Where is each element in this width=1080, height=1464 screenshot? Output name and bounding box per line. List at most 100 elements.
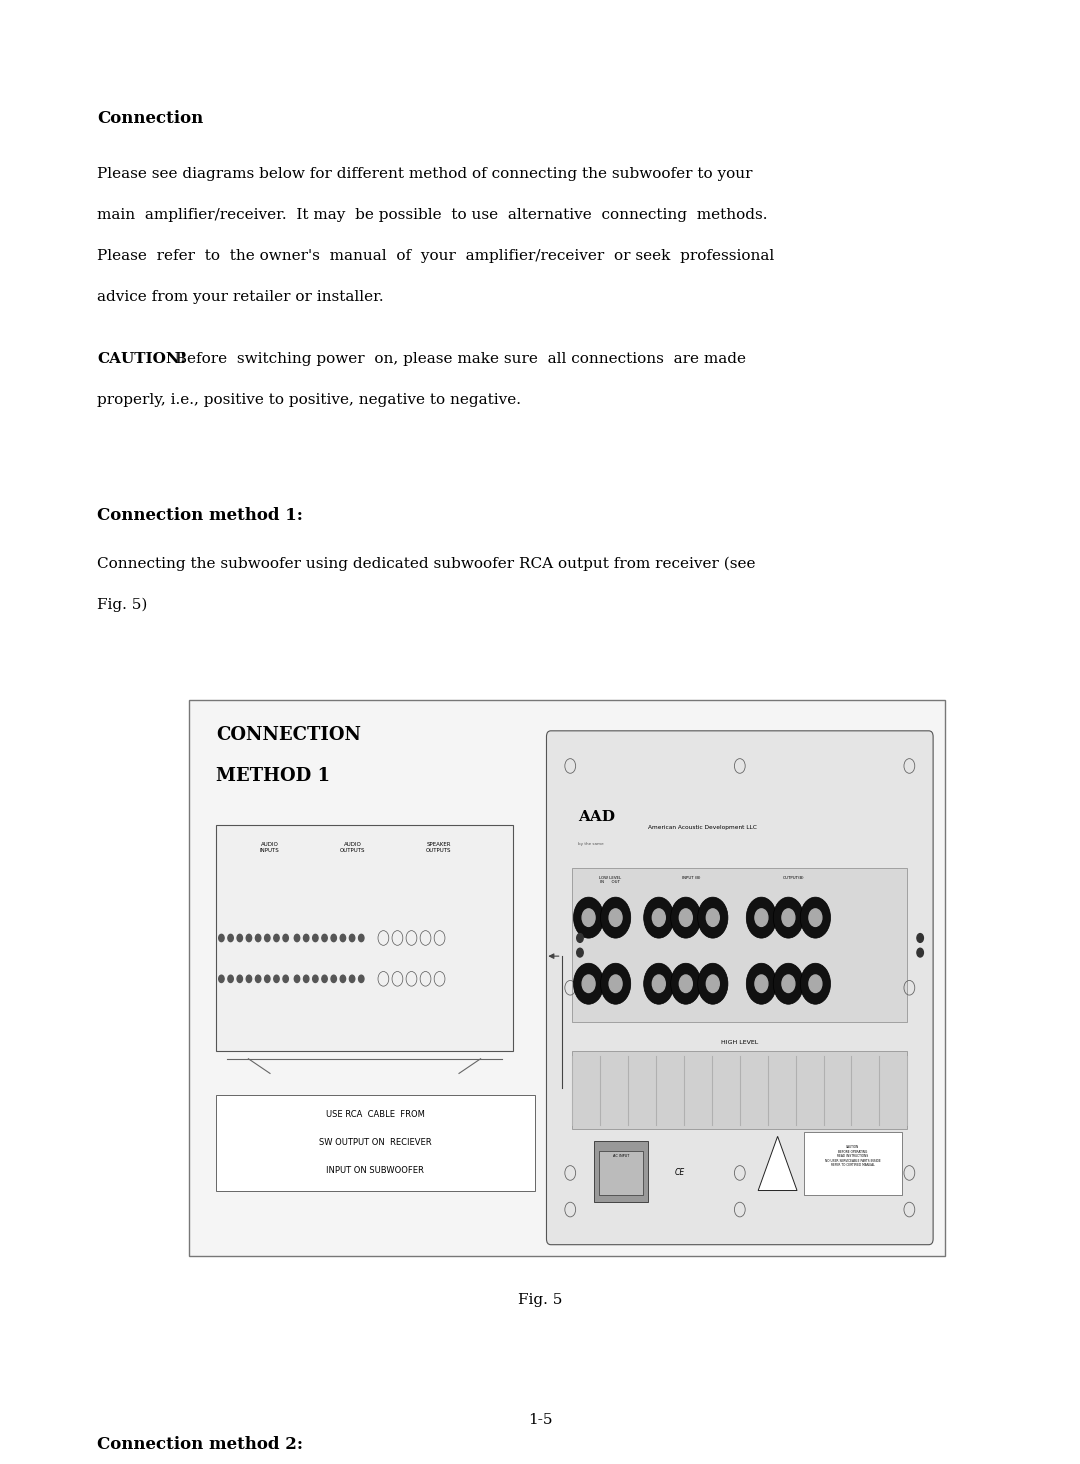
- Circle shape: [228, 934, 233, 941]
- Text: main  amplifier/receiver.  It may  be possible  to use  alternative  connecting : main amplifier/receiver. It may be possi…: [97, 208, 768, 223]
- Circle shape: [698, 897, 728, 938]
- Circle shape: [359, 975, 364, 982]
- Circle shape: [349, 975, 354, 982]
- Text: AAD: AAD: [578, 810, 615, 824]
- Circle shape: [679, 909, 692, 927]
- Circle shape: [644, 897, 674, 938]
- Text: AC INPUT: AC INPUT: [612, 1154, 630, 1158]
- Circle shape: [256, 934, 261, 941]
- Circle shape: [349, 934, 354, 941]
- Polygon shape: [758, 1136, 797, 1190]
- Circle shape: [671, 963, 701, 1004]
- Text: !: !: [775, 1161, 780, 1171]
- Circle shape: [313, 975, 318, 982]
- FancyBboxPatch shape: [594, 1140, 648, 1202]
- Circle shape: [303, 934, 309, 941]
- Circle shape: [265, 975, 270, 982]
- Circle shape: [782, 975, 795, 993]
- Text: HIGH LEVEL: HIGH LEVEL: [721, 1039, 758, 1045]
- Text: AUDIO
OUTPUTS: AUDIO OUTPUTS: [340, 842, 365, 854]
- Circle shape: [237, 934, 242, 941]
- Circle shape: [573, 963, 604, 1004]
- Text: Please see diagrams below for different method of connecting the subwoofer to yo: Please see diagrams below for different …: [97, 167, 753, 182]
- Circle shape: [283, 934, 288, 941]
- Circle shape: [600, 963, 631, 1004]
- Circle shape: [582, 975, 595, 993]
- Circle shape: [322, 934, 327, 941]
- Text: CAUTION!: CAUTION!: [97, 351, 187, 366]
- Text: American Acoustic Development LLC: American Acoustic Development LLC: [648, 824, 757, 830]
- Circle shape: [218, 934, 225, 941]
- Circle shape: [330, 975, 336, 982]
- Text: Connection method 2:: Connection method 2:: [97, 1436, 303, 1454]
- Text: Fig. 5): Fig. 5): [97, 597, 148, 612]
- Circle shape: [782, 909, 795, 927]
- Text: CAUTION
BEFORE OPERATING
READ INSTRUCTIONS
NO USER SERVICEABLE PARTS INSIDE
REFE: CAUTION BEFORE OPERATING READ INSTRUCTIO…: [825, 1145, 880, 1167]
- Text: SW OUTPUT ON  RECIEVER: SW OUTPUT ON RECIEVER: [319, 1138, 432, 1146]
- Text: SPEAKER
OUTPUTS: SPEAKER OUTPUTS: [426, 842, 451, 854]
- Circle shape: [706, 975, 719, 993]
- Circle shape: [652, 975, 665, 993]
- Circle shape: [246, 934, 252, 941]
- Circle shape: [755, 975, 768, 993]
- Text: LOW LEVEL
IN      OUT: LOW LEVEL IN OUT: [599, 875, 621, 884]
- Circle shape: [706, 909, 719, 927]
- Circle shape: [294, 934, 299, 941]
- Circle shape: [237, 975, 242, 982]
- Text: Connection method 1:: Connection method 1:: [97, 508, 303, 524]
- Circle shape: [322, 975, 327, 982]
- Text: METHOD 1: METHOD 1: [216, 767, 330, 785]
- Circle shape: [809, 909, 822, 927]
- Circle shape: [609, 975, 622, 993]
- Circle shape: [582, 909, 595, 927]
- Circle shape: [218, 975, 225, 982]
- FancyBboxPatch shape: [189, 700, 945, 1256]
- Text: Fig. 5: Fig. 5: [517, 1293, 563, 1307]
- Circle shape: [274, 975, 279, 982]
- Circle shape: [577, 949, 583, 957]
- Circle shape: [577, 934, 583, 943]
- Circle shape: [340, 934, 346, 941]
- Circle shape: [652, 909, 665, 927]
- Circle shape: [800, 963, 831, 1004]
- FancyBboxPatch shape: [804, 1132, 902, 1195]
- Circle shape: [256, 975, 261, 982]
- Text: CE: CE: [675, 1168, 685, 1177]
- Circle shape: [330, 934, 336, 941]
- Text: properly, i.e., positive to positive, negative to negative.: properly, i.e., positive to positive, ne…: [97, 392, 522, 407]
- Circle shape: [773, 897, 804, 938]
- Circle shape: [809, 975, 822, 993]
- FancyBboxPatch shape: [546, 731, 933, 1244]
- Text: by the same: by the same: [578, 842, 604, 846]
- Circle shape: [246, 975, 252, 982]
- Text: Before  switching power  on, please make sure  all connections  are made: Before switching power on, please make s…: [171, 351, 745, 366]
- Circle shape: [755, 909, 768, 927]
- Text: advice from your retailer or installer.: advice from your retailer or installer.: [97, 290, 383, 305]
- Text: Connecting the subwoofer using dedicated subwoofer RCA output from receiver (see: Connecting the subwoofer using dedicated…: [97, 556, 756, 571]
- Circle shape: [671, 897, 701, 938]
- FancyBboxPatch shape: [572, 868, 907, 1022]
- Circle shape: [573, 897, 604, 938]
- Text: INPUT (B): INPUT (B): [681, 875, 701, 880]
- Text: 1-5: 1-5: [528, 1413, 552, 1427]
- Circle shape: [644, 963, 674, 1004]
- FancyBboxPatch shape: [599, 1151, 643, 1195]
- FancyBboxPatch shape: [216, 824, 513, 1051]
- Circle shape: [265, 934, 270, 941]
- Circle shape: [917, 934, 923, 943]
- Text: OUTPUT(B): OUTPUT(B): [783, 875, 805, 880]
- Circle shape: [283, 975, 288, 982]
- Text: INPUT ON SUBWOOFER: INPUT ON SUBWOOFER: [326, 1165, 424, 1174]
- Text: AUDIO
INPUTS: AUDIO INPUTS: [259, 842, 280, 854]
- Circle shape: [679, 975, 692, 993]
- Circle shape: [340, 975, 346, 982]
- FancyBboxPatch shape: [572, 1051, 907, 1129]
- Text: Please  refer  to  the owner's  manual  of  your  amplifier/receiver  or seek  p: Please refer to the owner's manual of yo…: [97, 249, 774, 264]
- Circle shape: [698, 963, 728, 1004]
- Circle shape: [917, 949, 923, 957]
- Circle shape: [228, 975, 233, 982]
- Circle shape: [609, 909, 622, 927]
- Text: USE RCA  CABLE  FROM: USE RCA CABLE FROM: [326, 1110, 424, 1118]
- Circle shape: [294, 975, 299, 982]
- Circle shape: [600, 897, 631, 938]
